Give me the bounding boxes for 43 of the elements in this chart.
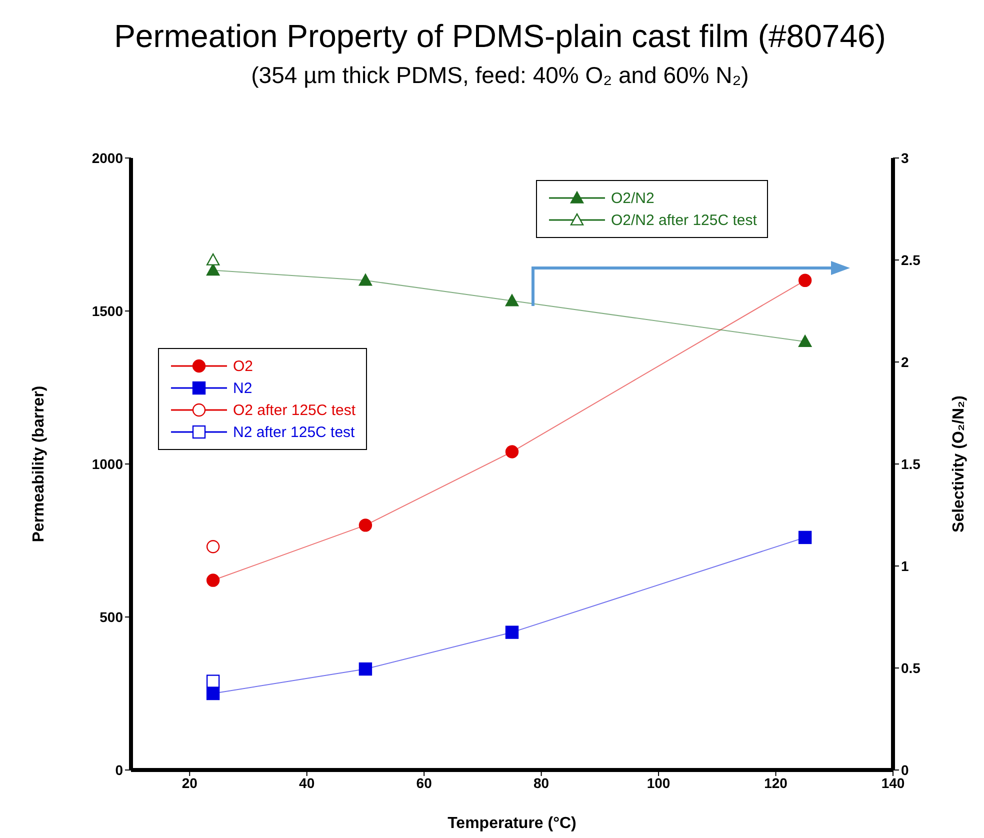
point bbox=[206, 253, 220, 266]
legend-label: O2 after 125C test bbox=[233, 402, 356, 418]
y-axis-title: Permeability (barrer) bbox=[30, 386, 48, 542]
point bbox=[505, 445, 519, 458]
point bbox=[505, 626, 519, 639]
x-tick-label: 40 bbox=[299, 774, 315, 791]
point bbox=[358, 274, 372, 286]
point bbox=[206, 674, 220, 688]
point bbox=[798, 530, 812, 544]
x-tick-label: 120 bbox=[764, 774, 788, 791]
point bbox=[798, 274, 812, 287]
y2-tick-label: 3 bbox=[901, 150, 909, 166]
legend-label: N2 bbox=[233, 380, 252, 396]
x-tick-label: 20 bbox=[182, 774, 198, 791]
x-tick-label: 60 bbox=[416, 774, 432, 791]
y2-axis-title: Selectivity (O₂/N₂) bbox=[950, 396, 968, 532]
y-tick-label: 1000 bbox=[92, 456, 124, 472]
point bbox=[206, 574, 220, 587]
legend-label: N2 after 125C test bbox=[233, 424, 355, 440]
legend-label: O2/N2 bbox=[611, 190, 654, 206]
point bbox=[358, 518, 372, 532]
y2-tick-label: 2.5 bbox=[901, 252, 921, 268]
x-tick-label: 80 bbox=[534, 774, 550, 791]
point bbox=[206, 540, 220, 554]
y-tick-label: 2000 bbox=[92, 150, 124, 166]
y-tick-label: 1500 bbox=[92, 302, 124, 319]
point bbox=[206, 264, 220, 276]
point bbox=[206, 686, 220, 700]
y-tick-label: 0 bbox=[115, 762, 124, 778]
chart-subtitle: (354 µm thick PDMS, feed: 40% O₂ and 60% N₂) bbox=[250, 62, 750, 89]
legend-label: O2/N2 after 125C test bbox=[611, 212, 757, 228]
point bbox=[505, 294, 519, 306]
y-tick-label: 500 bbox=[100, 608, 124, 625]
x-tick-label: 100 bbox=[646, 774, 670, 791]
point bbox=[358, 662, 372, 676]
point bbox=[798, 335, 812, 347]
y2-tick-label: 2 bbox=[901, 354, 909, 370]
x-axis-title: Temperature (°C) bbox=[448, 815, 576, 832]
y2-tick-label: 0.5 bbox=[901, 660, 921, 676]
y2-tick-label: 1 bbox=[901, 558, 909, 574]
chart-title: Permeation Property of PDMS-plain cast film (#80746) bbox=[113, 18, 887, 55]
legend-label: O2 bbox=[233, 358, 254, 374]
y2-tick-label: 1.5 bbox=[901, 456, 921, 472]
